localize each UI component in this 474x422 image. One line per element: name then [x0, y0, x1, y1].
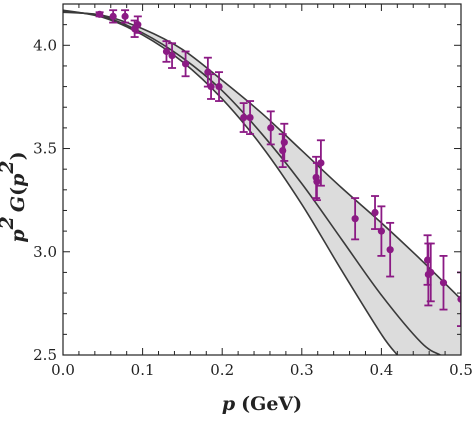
- tick-layer: 0.0 0.1 0.2 0.3 0.4 0.5 2.5 3.0 3.5 4.0: [33, 3, 473, 379]
- uncertainty-band-layer: [63, 10, 461, 355]
- x-axis-var: p: [222, 393, 236, 415]
- data-point: [207, 73, 216, 100]
- point-marker: [371, 208, 379, 217]
- data-point: [121, 9, 130, 24]
- x-tick-label: 0.3: [290, 361, 314, 379]
- point-marker: [267, 124, 275, 132]
- y-axis-paren-open: (: [7, 187, 29, 196]
- point-marker: [351, 215, 359, 223]
- x-tick-label: 0.5: [449, 361, 473, 379]
- y-axis-var: p: [7, 229, 29, 243]
- y-tick-label: 3.5: [33, 140, 57, 158]
- data-point: [181, 50, 190, 78]
- point-marker: [457, 295, 461, 303]
- point-marker: [181, 60, 190, 68]
- data-point: [426, 242, 435, 303]
- data-point: [109, 9, 118, 24]
- point-marker: [427, 268, 435, 277]
- x-tick-label: 0.2: [210, 361, 234, 379]
- data-point: [215, 71, 224, 102]
- point-marker: [246, 113, 254, 122]
- x-axis-unit: (GeV): [241, 393, 302, 415]
- point-marker: [386, 246, 394, 254]
- x-axis-label: p (GeV): [222, 393, 302, 415]
- data-point: [351, 197, 360, 241]
- curve-upper-bound: [63, 11, 461, 300]
- data-point-layer: [95, 9, 461, 327]
- y-axis-label: p2G(p2): [0, 151, 29, 242]
- plot-frame-layer: [62, 3, 462, 356]
- point-marker: [279, 146, 287, 155]
- y-tick-label: 2.5: [33, 346, 57, 364]
- data-point: [266, 110, 275, 146]
- x-tick-label: 0.1: [131, 361, 155, 379]
- data-point: [439, 254, 448, 311]
- data-point: [95, 10, 104, 18]
- point-marker: [313, 177, 321, 186]
- point-marker: [121, 12, 129, 20]
- x-tick-label: 0.4: [369, 361, 393, 379]
- y-axis-arg-var: p: [7, 173, 29, 187]
- y-axis-paren-close: ): [7, 151, 29, 160]
- curve-lower-bound: [63, 9, 398, 355]
- data-point: [168, 42, 177, 69]
- uncertainty-band: [63, 10, 461, 355]
- x-tick-label: 0.0: [51, 361, 75, 379]
- data-point: [280, 122, 289, 162]
- data-point: [377, 205, 386, 257]
- data-point: [386, 221, 395, 278]
- point-marker: [109, 12, 117, 20]
- point-marker: [96, 10, 104, 18]
- y-tick-label: 3.0: [33, 243, 57, 261]
- point-marker: [280, 138, 288, 146]
- point-marker: [377, 227, 385, 235]
- point-marker: [240, 113, 248, 122]
- data-point: [133, 15, 142, 34]
- point-marker: [134, 21, 142, 29]
- point-marker: [317, 159, 325, 167]
- point-marker: [439, 279, 448, 287]
- point-marker: [215, 82, 223, 91]
- data-point: [162, 40, 171, 63]
- y-tick-label: 4.0: [33, 36, 57, 54]
- y-axis-arg-exp: 2: [0, 160, 18, 174]
- y-axis-exp: 2: [0, 216, 18, 230]
- plot-frame: [62, 3, 462, 356]
- data-point: [371, 195, 380, 230]
- point-marker: [207, 82, 215, 91]
- data-point: [246, 100, 255, 135]
- point-marker: [162, 47, 171, 56]
- y-axis-func: G: [7, 196, 29, 212]
- data-point: [239, 102, 248, 133]
- data-point: [316, 139, 325, 187]
- point-marker: [168, 52, 176, 60]
